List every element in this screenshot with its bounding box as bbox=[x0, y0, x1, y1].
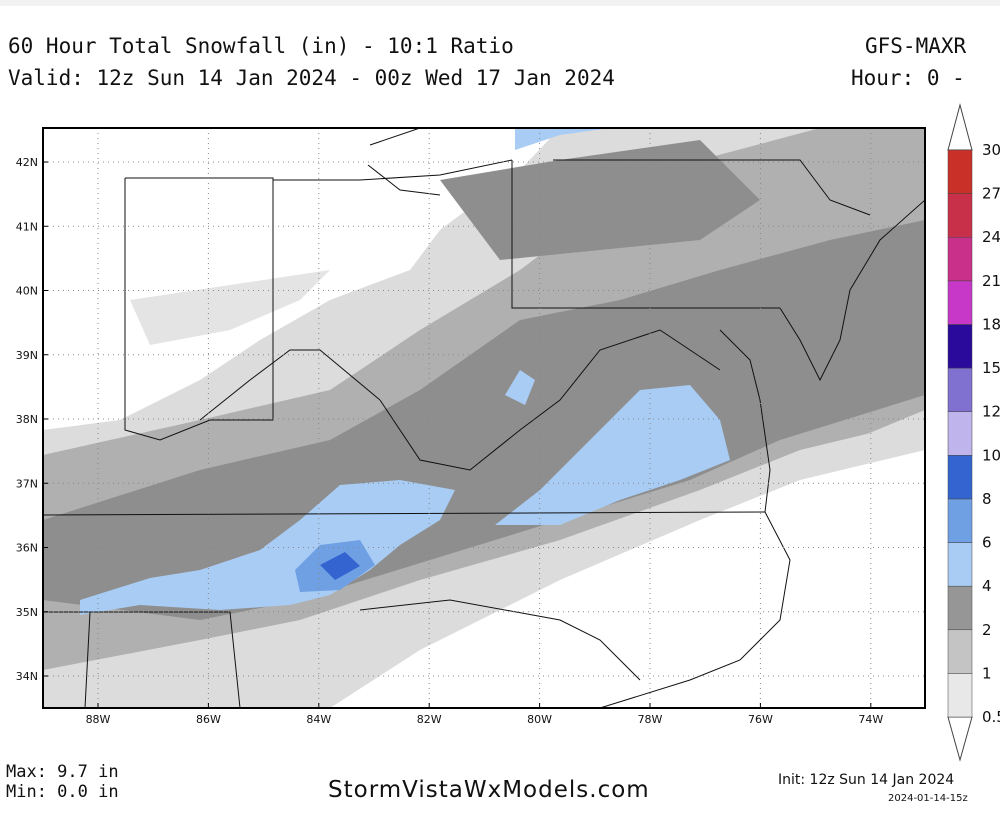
lat-label: 37N bbox=[16, 477, 38, 490]
colorbar-segment bbox=[947, 411, 973, 456]
lat-label: 39N bbox=[16, 349, 38, 362]
colorbar: 0.5124681012151821242730 bbox=[947, 103, 1000, 762]
lat-label: 36N bbox=[16, 542, 38, 555]
colorbar-label: 18 bbox=[982, 315, 1000, 333]
colorbar-label: 10 bbox=[982, 446, 1000, 464]
colorbar-cap bbox=[947, 103, 973, 151]
lon-label: 84W bbox=[306, 713, 331, 726]
colorbar-label: 27 bbox=[982, 185, 1000, 203]
lat-label: 42N bbox=[16, 156, 38, 169]
init: Init: 12z Sun 14 Jan 2024 bbox=[778, 772, 954, 788]
lat-label: 35N bbox=[16, 606, 38, 619]
colorbar-label: 15 bbox=[982, 359, 1000, 377]
colorbar-segment bbox=[947, 149, 973, 194]
valid: Valid: 12z Sun 14 Jan 2024 - 00z Wed 17 … bbox=[8, 66, 615, 90]
colorbar-segment bbox=[947, 455, 973, 500]
colorbar-label: 30 bbox=[982, 141, 1000, 159]
colorbar-label: 6 bbox=[982, 534, 992, 552]
lon-label: 86W bbox=[196, 713, 221, 726]
title: 60 Hour Total Snowfall (in) - 10:1 Ratio bbox=[8, 34, 514, 58]
min: Min: 0.0 in bbox=[6, 782, 119, 802]
colorbar-segment bbox=[947, 367, 973, 412]
hour: Hour: 0 - bbox=[851, 66, 965, 90]
colorbar-label: 4 bbox=[982, 577, 992, 595]
colorbar-label: 21 bbox=[982, 272, 1000, 290]
lat-label: 38N bbox=[16, 413, 38, 426]
snow-light bbox=[230, 410, 925, 708]
map-fill bbox=[43, 128, 925, 708]
snow-blue-dark bbox=[320, 552, 360, 580]
colorbar-segment bbox=[947, 498, 973, 543]
snow-none bbox=[300, 430, 925, 708]
grid bbox=[43, 128, 925, 708]
lat-label: 41N bbox=[16, 220, 38, 233]
lon-label: 74W bbox=[858, 713, 883, 726]
colorbar-segment bbox=[947, 193, 973, 238]
snow-blue bbox=[505, 370, 535, 405]
colorbar-label: 24 bbox=[982, 228, 1000, 246]
snow-band-dark bbox=[43, 220, 925, 620]
timestamp: 2024-01-14-15z bbox=[888, 793, 968, 804]
colorbar-segment bbox=[947, 585, 973, 631]
colorbar-segment bbox=[947, 673, 973, 718]
browser-strip bbox=[0, 0, 1000, 6]
lat-label: 40N bbox=[16, 285, 38, 298]
colorbar-label: 2 bbox=[982, 621, 992, 639]
colorbar-label: 8 bbox=[982, 490, 992, 508]
colorbar-segment bbox=[947, 542, 973, 587]
lat-label: 34N bbox=[16, 670, 38, 683]
max: Max: 9.7 in bbox=[6, 762, 119, 782]
lon-label: 82W bbox=[417, 713, 442, 726]
colorbar-label: 12 bbox=[982, 403, 1000, 421]
lon-label: 76W bbox=[748, 713, 773, 726]
lon-label: 78W bbox=[638, 713, 663, 726]
colorbar-segment bbox=[947, 324, 973, 369]
colorbar-label: 1 bbox=[982, 664, 992, 682]
colorbar-label: 0.5 bbox=[982, 708, 1000, 726]
lon-label: 88W bbox=[86, 713, 111, 726]
axis-labels: 42N 41N 40N 39N 38N 37N 36N 35N 34N 88W 86W 84W 82W 8… bbox=[16, 156, 884, 726]
snow-blue bbox=[515, 128, 610, 150]
lon-label: 80W bbox=[527, 713, 552, 726]
snow-light bbox=[130, 270, 330, 345]
model: GFS-MAXR bbox=[865, 34, 967, 58]
site: StormVistaWxModels.com bbox=[328, 777, 650, 803]
colorbar-cap bbox=[947, 716, 973, 762]
colorbar-segment bbox=[947, 280, 973, 325]
snow-band-dark bbox=[440, 140, 760, 260]
map-frame bbox=[42, 127, 926, 709]
snow-blue bbox=[495, 385, 730, 525]
colorbar-segment bbox=[947, 236, 973, 282]
colorbar-segment bbox=[947, 629, 973, 674]
state-lines bbox=[43, 128, 925, 708]
